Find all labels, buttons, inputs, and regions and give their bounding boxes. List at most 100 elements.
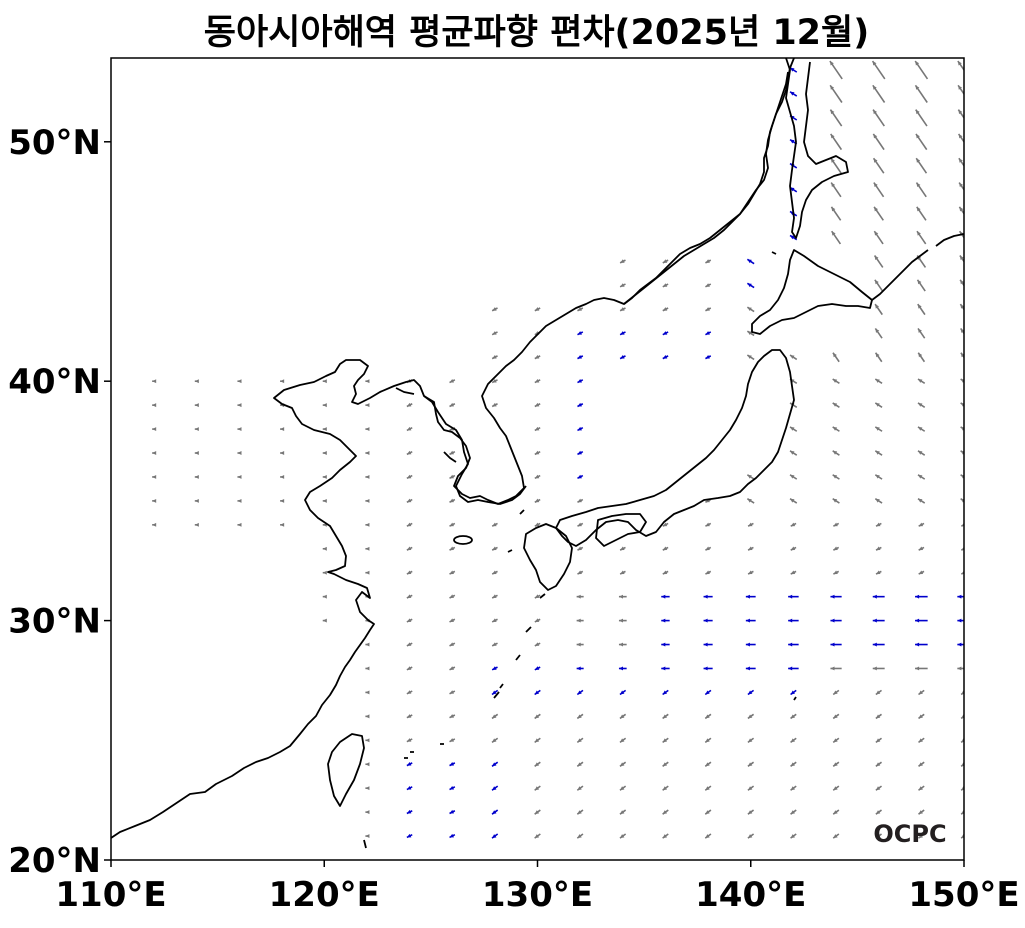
wave-arrow-head xyxy=(618,618,624,623)
wave-arrow-head xyxy=(322,618,327,623)
wave-arrow-head xyxy=(960,379,964,383)
wave-arrow-head xyxy=(576,594,581,599)
wave-arrow-head xyxy=(576,666,581,671)
wave-arrow-head xyxy=(830,594,835,599)
lon-tick-label: 110°E xyxy=(55,875,166,915)
wave-arrow-head xyxy=(152,379,157,384)
wave-arrow-head xyxy=(280,522,285,527)
wave-arrow-head xyxy=(747,690,753,695)
coastlines xyxy=(111,58,964,849)
wave-arrow-head xyxy=(916,158,921,163)
wave-arrow-head xyxy=(832,379,838,383)
wave-arrow-head xyxy=(194,451,199,455)
wave-arrow-head xyxy=(957,666,962,671)
wave-arrow-head xyxy=(703,642,708,647)
wave-arrow-head xyxy=(365,546,370,551)
wave-arrow-head xyxy=(874,279,879,285)
wave-arrow-head xyxy=(365,427,370,432)
wave-arrow-head xyxy=(747,474,752,479)
wave-arrow-head xyxy=(492,307,497,311)
wave-arrow-head xyxy=(662,834,668,839)
wave-arrow-head xyxy=(406,666,412,670)
wave-arrow-head xyxy=(534,762,540,767)
wave-arrow-head xyxy=(577,355,582,359)
wave-arrow-head xyxy=(918,546,924,551)
wave-arrow-head xyxy=(917,402,923,407)
wave-arrow-head xyxy=(619,714,625,719)
wave-arrow-head xyxy=(365,738,370,743)
wave-arrow-head xyxy=(661,594,666,599)
wave-arrow-head xyxy=(449,833,455,838)
wave-arrow-head xyxy=(745,618,750,623)
wave-arrow-head xyxy=(705,690,710,695)
wave-arrow-head xyxy=(194,379,199,384)
wave-arrow-head xyxy=(449,426,455,431)
wave-arrow-head xyxy=(534,618,540,622)
wave-arrow-head xyxy=(194,474,199,479)
wave-arrow-head xyxy=(577,810,582,815)
wave-arrow-head xyxy=(406,450,412,455)
wave-arrow-head xyxy=(534,355,540,359)
wave-arrow-head xyxy=(365,810,370,815)
wave-arrow-head xyxy=(872,61,877,66)
wave-arrow-head xyxy=(959,182,964,188)
wave-arrow-head xyxy=(322,594,327,599)
lon-tick-label: 130°E xyxy=(482,875,593,915)
wave-arrow-head xyxy=(365,379,370,384)
wave-arrow-head xyxy=(747,786,753,791)
wave-arrow-head xyxy=(918,810,923,815)
lat-tick-label: 20°N xyxy=(8,841,101,881)
wave-arrow-head xyxy=(873,182,878,188)
wave-arrow-head xyxy=(918,786,923,791)
wave-arrow-head xyxy=(875,328,880,333)
wave-arrow-head xyxy=(406,785,412,790)
wave-arrow-head xyxy=(958,85,963,90)
wave-arrow-head xyxy=(833,738,838,743)
wave-arrow-head xyxy=(406,522,412,527)
wave-arrow-head xyxy=(748,522,753,527)
wave-arrow-head xyxy=(830,642,835,647)
wave-arrow-head xyxy=(790,139,795,144)
wave-arrow-head xyxy=(449,570,455,575)
wave-arrow-head xyxy=(194,403,199,408)
wave-arrow-head xyxy=(960,352,964,358)
wave-arrow-head xyxy=(618,642,624,647)
wave-arrow-head xyxy=(365,690,370,695)
wave-arrow-head xyxy=(662,283,668,287)
wave-arrow-head xyxy=(577,786,582,791)
wave-arrow-head xyxy=(577,714,582,719)
wave-arrow-head xyxy=(833,522,838,527)
japan-kyushu xyxy=(523,523,573,591)
wave-arrow-head xyxy=(620,259,625,263)
wave-arrow-head xyxy=(492,690,497,695)
wave-arrow-head xyxy=(790,738,795,743)
wave-arrow-head xyxy=(832,352,837,358)
wave-arrow-head xyxy=(747,834,753,839)
wave-arrow-head xyxy=(406,690,412,694)
wave-arrow-head xyxy=(874,231,879,236)
wave-arrow-head xyxy=(492,666,497,670)
wave-arrow-head xyxy=(703,666,708,671)
japan-hokkaido xyxy=(751,249,873,335)
lon-tick-label: 140°E xyxy=(695,875,806,915)
wave-arrow-head xyxy=(406,546,412,551)
korea-coastline xyxy=(423,395,527,505)
wave-arrow-head xyxy=(365,522,370,527)
wave-arrow-head xyxy=(449,690,455,694)
wave-arrow-head xyxy=(875,834,881,839)
wave-arrow-head xyxy=(960,402,964,407)
wave-arrow-head xyxy=(790,834,795,839)
wave-arrow-head xyxy=(237,522,242,527)
wave-arrow-head xyxy=(619,762,625,767)
wave-arrow-head xyxy=(917,279,922,285)
japan-honshu xyxy=(555,349,795,547)
wave-arrow-head xyxy=(618,666,624,671)
wave-arrow-head xyxy=(960,279,964,285)
wave-arrow-head xyxy=(619,690,625,695)
wave-arrow-head xyxy=(917,304,922,309)
wave-arrow-head xyxy=(492,786,497,791)
wave-arrow-head xyxy=(619,738,625,743)
wave-arrow-head xyxy=(534,498,540,503)
wave-arrow-head xyxy=(959,255,964,260)
wave-arrow-head xyxy=(280,498,285,503)
